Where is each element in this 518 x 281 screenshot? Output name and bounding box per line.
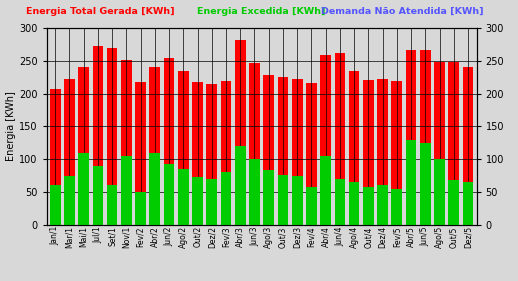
- Bar: [107, 185, 118, 225]
- Bar: [207, 84, 217, 225]
- Bar: [221, 172, 232, 225]
- Bar: [178, 71, 189, 225]
- Bar: [363, 80, 373, 225]
- Bar: [292, 79, 303, 225]
- Bar: [463, 67, 473, 225]
- Bar: [349, 71, 359, 225]
- Bar: [406, 140, 416, 225]
- Text: Energia Total Gerada [KWh]: Energia Total Gerada [KWh]: [26, 7, 175, 16]
- Bar: [292, 176, 303, 225]
- Bar: [449, 62, 459, 225]
- Bar: [263, 170, 274, 225]
- Bar: [207, 179, 217, 225]
- Bar: [235, 40, 246, 225]
- Bar: [392, 189, 402, 225]
- Bar: [178, 169, 189, 225]
- Bar: [320, 55, 331, 225]
- Text: Energia Excedida [KWh]: Energia Excedida [KWh]: [197, 7, 325, 16]
- Bar: [406, 50, 416, 225]
- Bar: [93, 46, 103, 225]
- Bar: [449, 180, 459, 225]
- Bar: [249, 159, 260, 225]
- Bar: [249, 63, 260, 225]
- Bar: [434, 62, 445, 225]
- Bar: [221, 81, 232, 225]
- Bar: [420, 143, 430, 225]
- Bar: [420, 50, 430, 225]
- Bar: [121, 60, 132, 225]
- Bar: [463, 182, 473, 225]
- Bar: [135, 82, 146, 225]
- Bar: [320, 156, 331, 225]
- Bar: [150, 67, 160, 225]
- Bar: [64, 79, 75, 225]
- Bar: [278, 175, 289, 225]
- Bar: [93, 166, 103, 225]
- Bar: [164, 164, 175, 225]
- Bar: [135, 192, 146, 225]
- Bar: [50, 185, 61, 225]
- Bar: [78, 153, 89, 225]
- Text: Demanda Não Atendida [KWh]: Demanda Não Atendida [KWh]: [321, 7, 484, 16]
- Bar: [363, 187, 373, 225]
- Bar: [335, 179, 345, 225]
- Bar: [377, 79, 388, 225]
- Y-axis label: Energia [KWh]: Energia [KWh]: [6, 92, 16, 161]
- Bar: [278, 77, 289, 225]
- Bar: [64, 176, 75, 225]
- Bar: [107, 48, 118, 225]
- Bar: [164, 58, 175, 225]
- Bar: [192, 82, 203, 225]
- Bar: [192, 177, 203, 225]
- Bar: [306, 187, 316, 225]
- Bar: [335, 53, 345, 225]
- Bar: [349, 182, 359, 225]
- Bar: [78, 67, 89, 225]
- Bar: [50, 89, 61, 225]
- Bar: [434, 159, 445, 225]
- Bar: [263, 75, 274, 225]
- Bar: [306, 83, 316, 225]
- Bar: [392, 81, 402, 225]
- Bar: [150, 153, 160, 225]
- Bar: [121, 156, 132, 225]
- Bar: [235, 146, 246, 225]
- Bar: [377, 185, 388, 225]
